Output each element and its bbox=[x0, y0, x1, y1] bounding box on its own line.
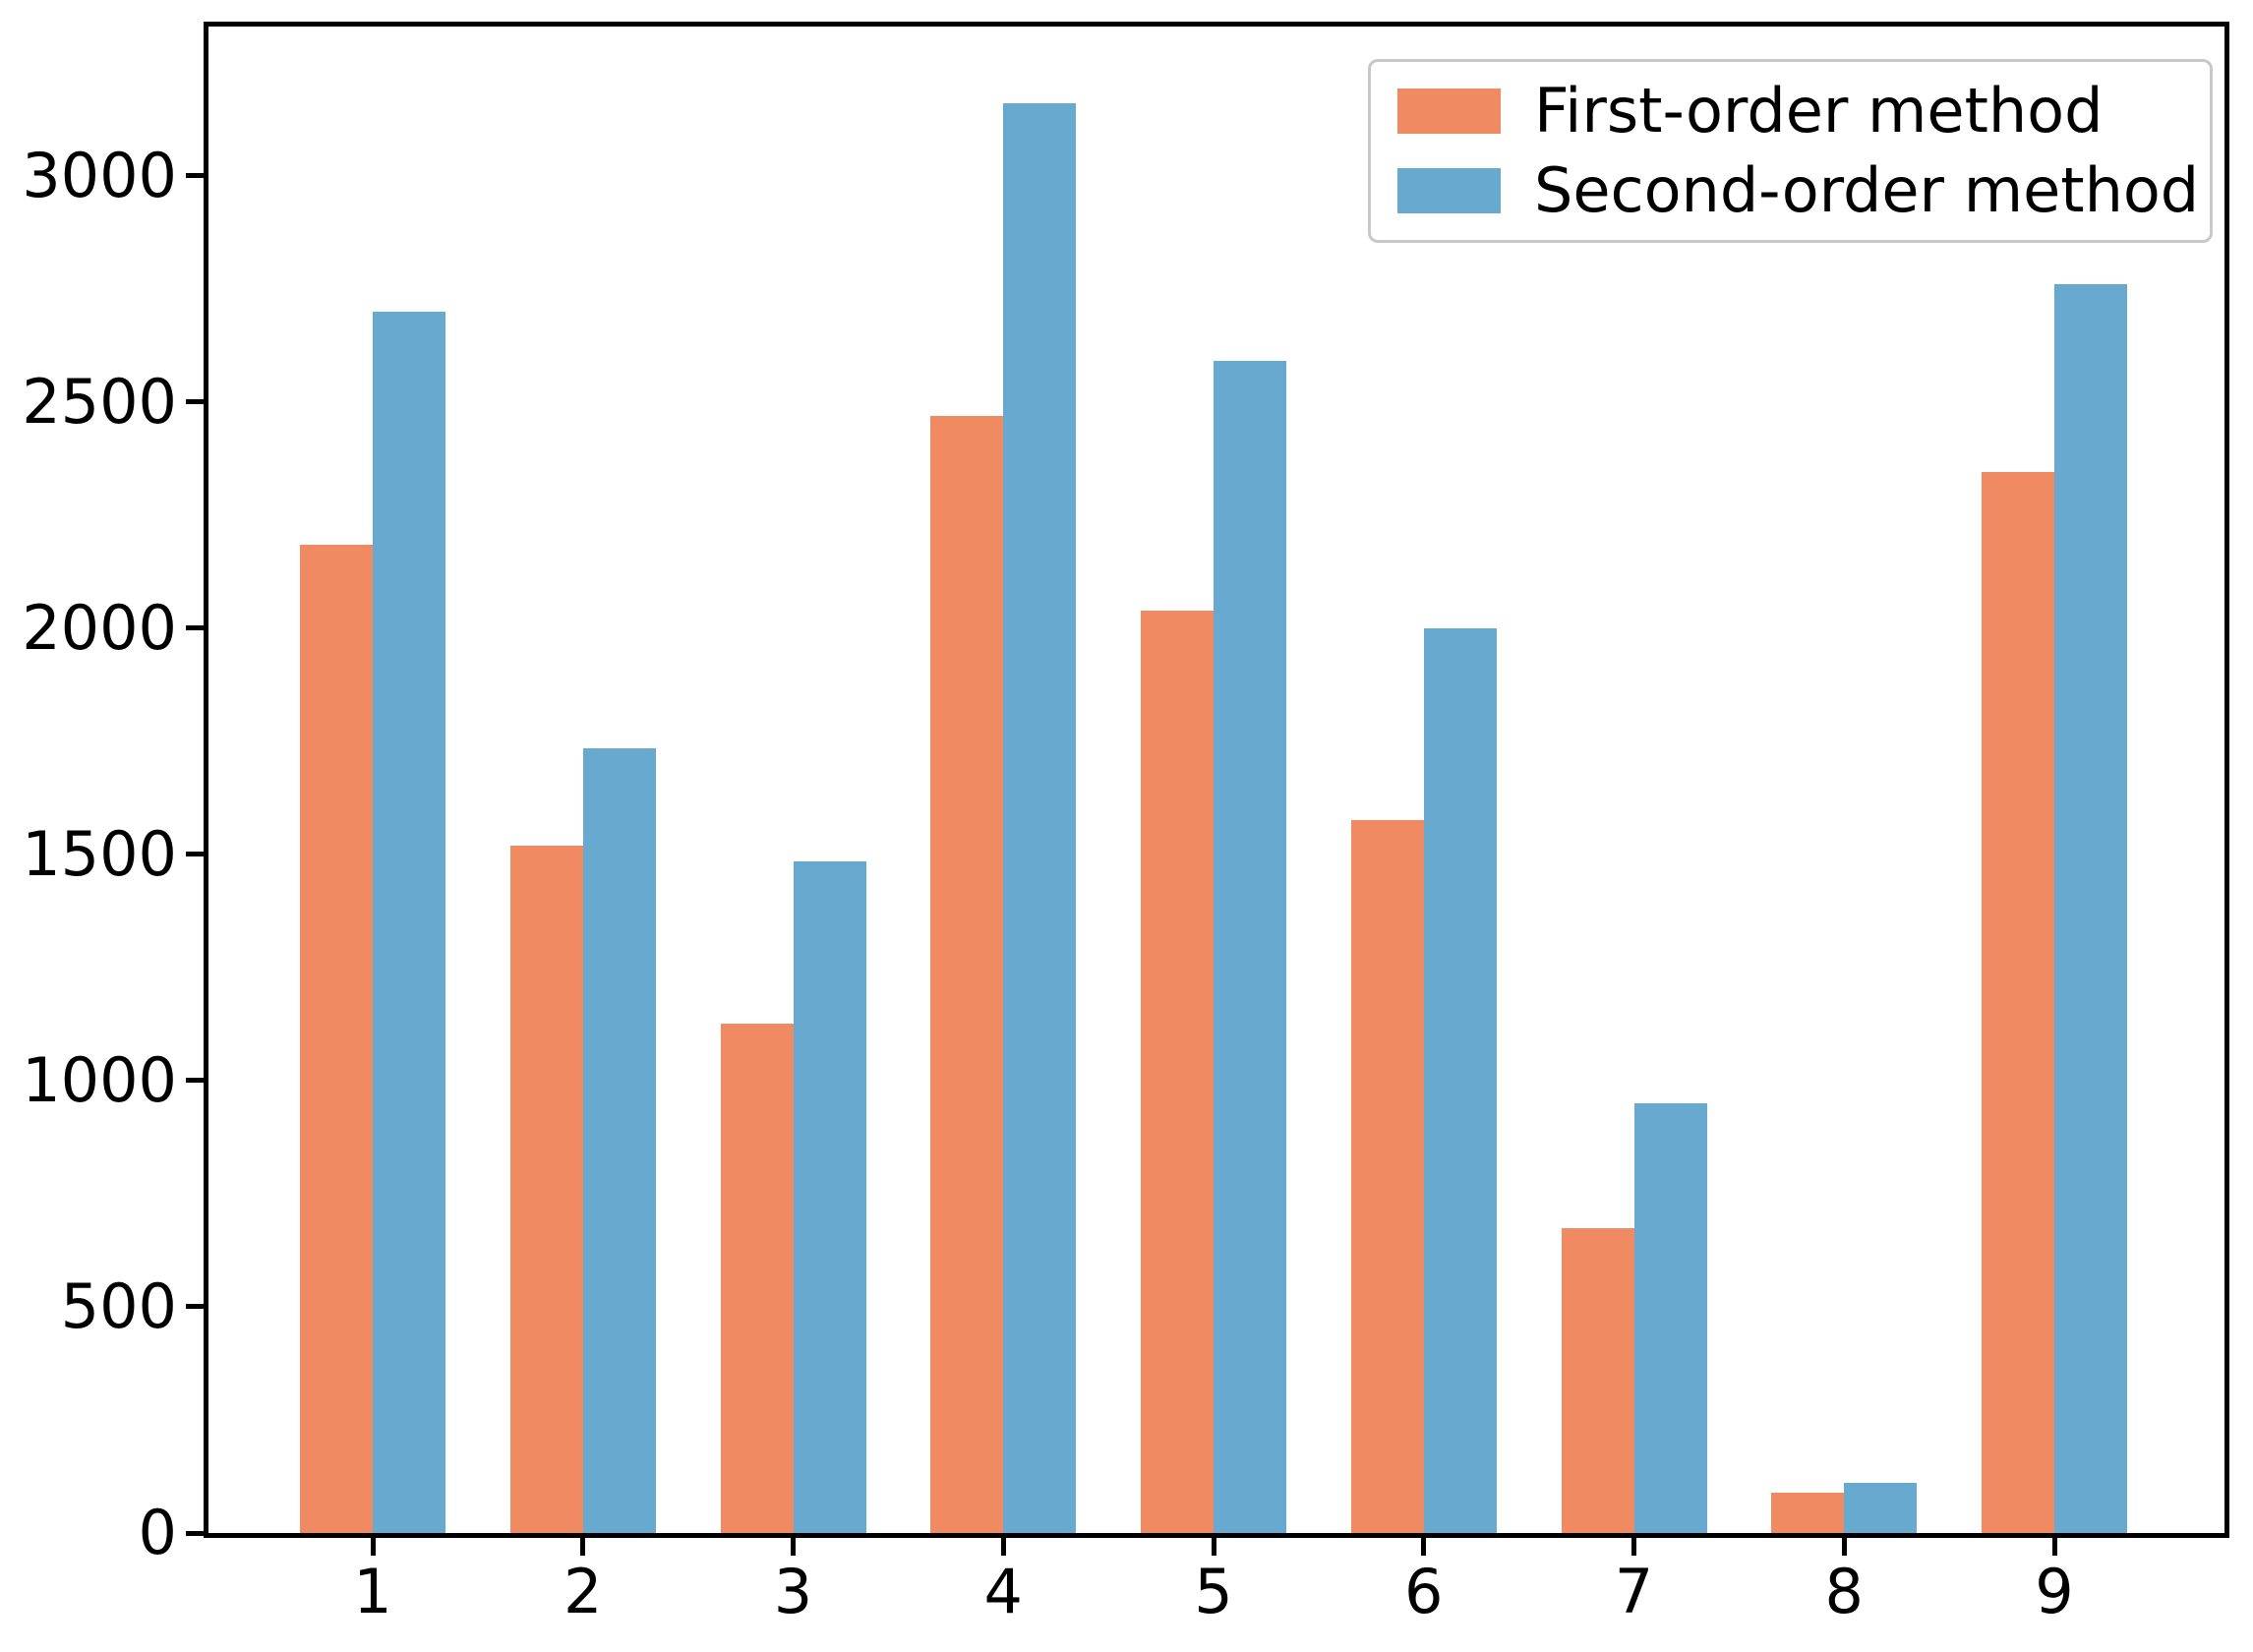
bar-first-order-cat-2 bbox=[509, 845, 583, 1533]
bar-first-order-cat-7 bbox=[1561, 1227, 1634, 1533]
legend-item-first-order: First-order method bbox=[1397, 81, 2210, 142]
x-tick-mark bbox=[1631, 1538, 1636, 1556]
x-tick-label: 1 bbox=[353, 1556, 392, 1627]
x-tick-label: 6 bbox=[1404, 1556, 1444, 1627]
y-tick-label: 1000 bbox=[22, 1043, 177, 1116]
plot-area bbox=[204, 22, 2229, 1538]
x-tick-label: 3 bbox=[773, 1556, 813, 1627]
legend-item-second-order: Second-order method bbox=[1397, 160, 2210, 221]
x-tick-mark bbox=[370, 1538, 376, 1556]
x-tick-label: 7 bbox=[1614, 1556, 1654, 1627]
bar-second-order-cat-1 bbox=[373, 311, 445, 1533]
legend: First-order method Second-order method bbox=[1368, 59, 2213, 243]
y-tick-label: 0 bbox=[138, 1497, 177, 1568]
y-tick-mark bbox=[186, 625, 204, 631]
y-tick-mark bbox=[186, 1078, 204, 1084]
legend-swatch-second-order bbox=[1397, 168, 1501, 213]
y-tick-mark bbox=[186, 1530, 204, 1536]
x-tick-label: 8 bbox=[1824, 1556, 1864, 1627]
y-tick-label: 500 bbox=[60, 1269, 177, 1342]
y-tick-label: 3000 bbox=[22, 139, 177, 211]
bar-second-order-cat-6 bbox=[1423, 627, 1497, 1533]
y-tick-label: 1500 bbox=[22, 817, 177, 890]
bar-first-order-cat-8 bbox=[1771, 1492, 1845, 1533]
x-tick-mark bbox=[1211, 1538, 1216, 1556]
y-tick-mark bbox=[186, 173, 204, 179]
bar-first-order-cat-9 bbox=[1982, 472, 2054, 1533]
x-tick-mark bbox=[2051, 1538, 2057, 1556]
bar-second-order-cat-8 bbox=[1844, 1483, 1918, 1533]
bar-first-order-cat-1 bbox=[300, 544, 373, 1533]
y-tick-mark bbox=[186, 399, 204, 405]
legend-swatch-first-order bbox=[1397, 88, 1501, 134]
bar-first-order-cat-5 bbox=[1141, 610, 1214, 1533]
bar-second-order-cat-2 bbox=[582, 747, 656, 1533]
x-tick-label: 9 bbox=[2035, 1556, 2074, 1627]
legend-label-first-order: First-order method bbox=[1534, 75, 2104, 147]
x-tick-label: 4 bbox=[983, 1556, 1023, 1627]
bar-second-order-cat-9 bbox=[2054, 284, 2127, 1533]
x-tick-mark bbox=[791, 1538, 796, 1556]
bar-second-order-cat-3 bbox=[793, 860, 866, 1533]
bar-second-order-cat-7 bbox=[1633, 1102, 1707, 1533]
bar-second-order-cat-4 bbox=[1003, 103, 1077, 1533]
y-tick-label: 2000 bbox=[22, 591, 177, 664]
legend-label-second-order: Second-order method bbox=[1534, 154, 2200, 226]
x-tick-mark bbox=[580, 1538, 586, 1556]
y-tick-mark bbox=[186, 852, 204, 857]
y-tick-label: 2500 bbox=[22, 365, 177, 438]
x-tick-mark bbox=[1000, 1538, 1006, 1556]
bar-first-order-cat-3 bbox=[720, 1024, 794, 1533]
bar-second-order-cat-5 bbox=[1214, 361, 1286, 1533]
y-tick-mark bbox=[186, 1304, 204, 1310]
x-tick-label: 2 bbox=[563, 1556, 603, 1627]
x-tick-label: 5 bbox=[1194, 1556, 1233, 1627]
x-tick-mark bbox=[1421, 1538, 1427, 1556]
bar-first-order-cat-6 bbox=[1350, 820, 1424, 1533]
bar-first-order-cat-4 bbox=[930, 415, 1004, 1533]
x-tick-mark bbox=[1841, 1538, 1847, 1556]
